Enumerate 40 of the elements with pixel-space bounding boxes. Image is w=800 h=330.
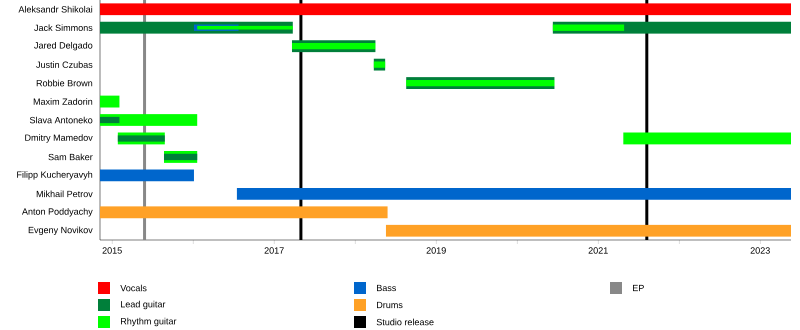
- bar: [164, 154, 198, 160]
- legend-label: Drums: [377, 302, 403, 308]
- bar: [100, 169, 194, 182]
- y-tick-label: Slava Antoneko: [30, 116, 92, 124]
- y-tick-label: Filipp Kucheryavyh: [17, 171, 92, 180]
- y-tick-label: Sam Baker: [48, 154, 93, 160]
- bar: [100, 114, 198, 126]
- bar: [386, 224, 791, 237]
- legend-label: Studio release: [376, 318, 434, 326]
- x-tick-label: 2019: [426, 247, 446, 254]
- bar: [236, 188, 791, 200]
- legend-label: EP: [633, 284, 644, 292]
- legend-label: Lead guitar: [121, 300, 166, 310]
- y-tick-label: Maxim Zadorin: [34, 98, 92, 105]
- legend-label: Bass: [377, 284, 396, 292]
- y-tick-label: Mikhail Petrov: [36, 190, 93, 198]
- bar: [292, 43, 376, 50]
- x-tick-label: 2015: [102, 247, 122, 254]
- x-tick-label: 2021: [588, 247, 608, 254]
- legend-label: Rhythm guitar: [121, 318, 176, 326]
- bar: [623, 132, 791, 144]
- bar: [100, 116, 120, 124]
- y-tick-label: Jack Simmons: [34, 24, 92, 32]
- y-tick-label: Dmitry Mamedov: [25, 134, 93, 143]
- x-tick-label: 2017: [264, 247, 284, 254]
- y-tick-label: Evgeny Novikov: [28, 226, 93, 235]
- y-tick-label: Anton Poddyachy: [22, 208, 93, 217]
- bar: [406, 80, 554, 86]
- y-tick-label: Jared Delgado: [34, 42, 92, 50]
- legend-label: Vocals: [120, 284, 147, 292]
- bar: [552, 24, 624, 31]
- y-tick-label: Robbie Brown: [36, 80, 92, 86]
- y-tick-label: Justin Czubas: [36, 61, 92, 68]
- x-tick-label: 2023: [750, 247, 770, 254]
- bar: [100, 96, 120, 108]
- y-tick-label: Aleksandr Shikolai: [18, 6, 92, 13]
- bar: [118, 135, 165, 142]
- bar: [374, 61, 386, 68]
- bar: [100, 206, 388, 218]
- bar: [100, 3, 791, 16]
